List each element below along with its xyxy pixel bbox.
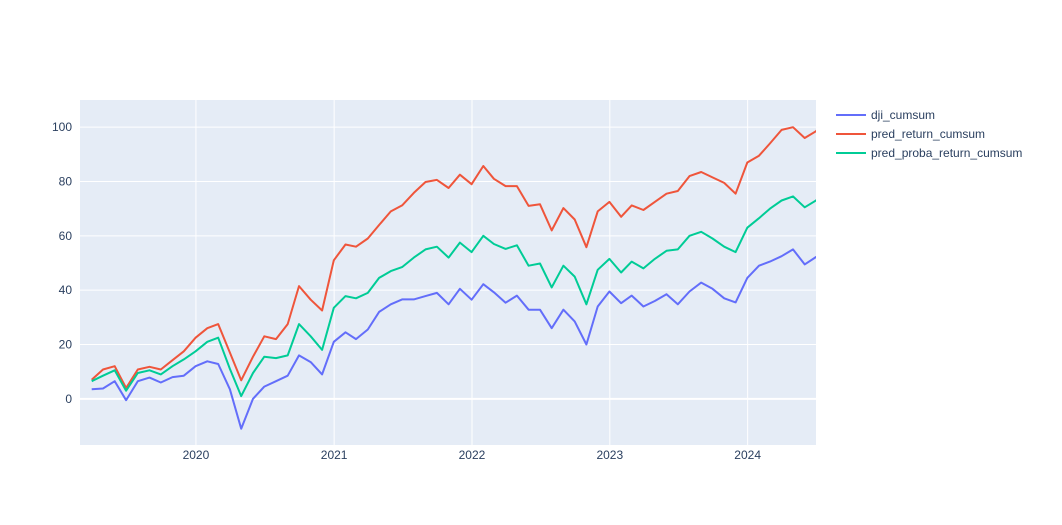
legend[interactable]: dji_cumsum pred_return_cumsum pred_proba_r… bbox=[836, 108, 1022, 160]
y-tick-label: 60 bbox=[59, 229, 73, 243]
series-group bbox=[91, 126, 816, 430]
y-tick-label: 20 bbox=[59, 337, 73, 351]
y-tick-label: 40 bbox=[59, 283, 73, 297]
legend-label: pred_proba_return_cumsum bbox=[871, 146, 1022, 160]
y-tick-label: 0 bbox=[65, 392, 72, 406]
x-tick-label: 2022 bbox=[459, 448, 486, 462]
x-tick-label: 2024 bbox=[734, 448, 761, 462]
legend-label: dji_cumsum bbox=[871, 108, 935, 122]
legend-item-dji_cumsum[interactable]: dji_cumsum bbox=[836, 108, 935, 122]
series-line-pred_return_cumsum bbox=[91, 126, 816, 389]
y-tick-label: 80 bbox=[59, 174, 73, 188]
y-tick-label: 100 bbox=[52, 120, 72, 134]
legend-label: pred_return_cumsum bbox=[871, 127, 985, 141]
x-tick-label: 2020 bbox=[183, 448, 210, 462]
x-tick-label: 2021 bbox=[321, 448, 348, 462]
series-line-dji_cumsum bbox=[91, 248, 816, 430]
axes: 0 20 40 60 80 100 2020 2021 2022 2023 2024 bbox=[52, 120, 761, 462]
legend-item-pred_proba_return_cumsum[interactable]: pred_proba_return_cumsum bbox=[836, 146, 1022, 160]
plot-background bbox=[80, 100, 816, 445]
x-tick-label: 2023 bbox=[596, 448, 623, 462]
series-line-pred_proba_return_cumsum bbox=[91, 195, 816, 398]
legend-item-pred_return_cumsum[interactable]: pred_return_cumsum bbox=[836, 127, 985, 141]
